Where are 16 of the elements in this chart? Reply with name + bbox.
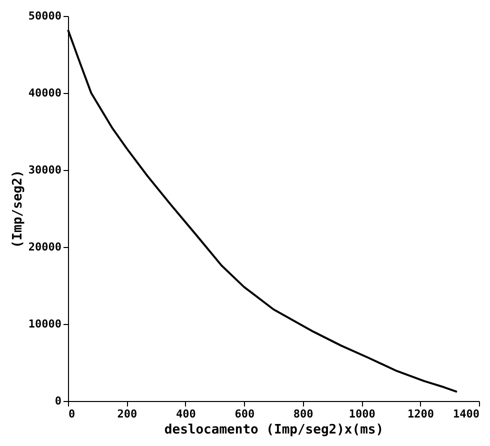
x-tick-label: 600	[234, 408, 255, 420]
x-axis-title: deslocamento (Imp/seg2)x(ms)	[164, 422, 384, 438]
x-tick-label: 1200	[408, 408, 434, 420]
y-tick-label: 0	[54, 394, 62, 408]
y-tick-label: 20000	[28, 240, 62, 254]
x-tick-label: 0	[68, 408, 76, 420]
y-tick-label: 50000	[28, 10, 62, 22]
y-axis-title: (Imp/seg2)	[10, 170, 26, 248]
x-tick-label: 800	[293, 408, 314, 420]
x-tick-label: 400	[176, 408, 196, 420]
x-tick-label: 200	[117, 408, 138, 420]
y-tick-label: 30000	[28, 164, 62, 176]
x-tick-label: 1000	[348, 408, 376, 420]
y-tick-label: 10000	[28, 318, 62, 330]
x-tick-label: 1400	[453, 408, 480, 420]
y-tick-label: 40000	[28, 86, 62, 100]
